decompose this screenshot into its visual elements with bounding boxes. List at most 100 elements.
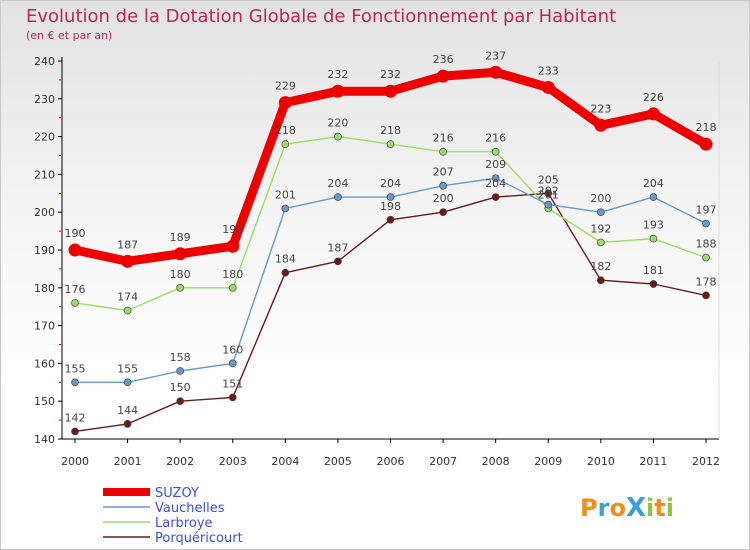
data-label: 198	[380, 200, 401, 213]
series-vauchelles	[71, 174, 710, 387]
y-tick-label: 170	[34, 320, 55, 333]
data-label: 223	[590, 102, 611, 115]
data-point	[491, 147, 500, 156]
data-label: 207	[433, 166, 454, 179]
data-label: 237	[485, 49, 506, 62]
logo-letter: X	[626, 493, 646, 523]
data-point	[226, 239, 240, 253]
data-label: 236	[433, 53, 454, 66]
data-point	[702, 291, 710, 300]
y-tick-label: 150	[34, 395, 55, 408]
data-label: 197	[696, 204, 717, 217]
x-tick-label: 2002	[166, 455, 194, 468]
data-point	[439, 147, 447, 156]
x-tick-label: 2001	[114, 455, 142, 468]
data-point	[71, 427, 79, 436]
data-label: 144	[117, 404, 138, 417]
data-point	[489, 65, 503, 79]
data-label: 181	[643, 264, 664, 277]
series-porquéricourt	[71, 189, 710, 436]
series-lines	[68, 65, 713, 436]
data-label: 188	[696, 238, 717, 251]
data-point	[491, 193, 500, 201]
logo-letter: P	[580, 494, 598, 522]
data-point	[334, 193, 342, 201]
data-label: 233	[538, 64, 559, 77]
data-label: 155	[65, 362, 86, 375]
data-point	[649, 193, 658, 201]
data-label: 193	[643, 219, 664, 232]
legend-label: Vauchelles	[155, 501, 225, 516]
x-tick-label: 2005	[324, 455, 352, 468]
data-label: 184	[275, 253, 296, 266]
data-point	[176, 283, 185, 292]
data-point	[121, 254, 135, 268]
y-tick-label: 160	[34, 357, 55, 370]
legend-label: SUZOY	[155, 486, 199, 501]
x-tick-label: 2008	[482, 455, 510, 468]
chart-title: Evolution de la Dotation Globale de Fonc…	[26, 6, 616, 27]
data-point	[176, 367, 185, 375]
x-tick-label: 2007	[429, 455, 457, 468]
data-label: 204	[380, 177, 401, 190]
data-label: 189	[170, 231, 191, 244]
data-point	[173, 247, 187, 261]
data-point	[702, 253, 710, 262]
data-label: 174	[117, 290, 138, 303]
data-point	[646, 107, 660, 121]
proxiti-logo: ProXiti	[580, 493, 674, 523]
data-label: 160	[222, 343, 243, 356]
data-point	[71, 299, 79, 307]
data-label: 202	[538, 185, 559, 198]
data-label: 201	[275, 188, 296, 201]
data-label: 218	[275, 124, 296, 137]
data-label: 232	[327, 68, 348, 81]
x-tick-label: 2006	[377, 455, 405, 468]
data-point	[123, 378, 132, 387]
data-label: 158	[170, 351, 191, 364]
logo-letter: r	[598, 494, 610, 522]
data-labels: 190 187 189 191 229 232 232 236 237 233 223 226 218 1…	[65, 49, 717, 424]
data-label: 209	[485, 158, 506, 171]
series-line	[74, 192, 707, 433]
x-tick-label: 2000	[61, 455, 89, 468]
data-point	[702, 219, 710, 228]
data-label: 218	[380, 124, 401, 137]
data-label: 216	[433, 132, 454, 145]
data-point	[436, 69, 450, 83]
data-label: 229	[275, 80, 296, 93]
data-point	[594, 118, 608, 132]
data-label: 151	[222, 377, 243, 390]
series-larbroye	[71, 132, 710, 315]
data-label: 142	[65, 411, 86, 424]
y-tick-label: 220	[34, 131, 55, 144]
chart-subtitle: (en € et par an)	[26, 29, 112, 42]
logo-letter: t	[654, 494, 665, 522]
data-point	[123, 420, 132, 428]
data-label: 155	[117, 362, 138, 375]
data-point	[649, 234, 658, 243]
series-suzoy	[68, 65, 713, 268]
data-label: 178	[696, 275, 717, 288]
data-label: 191	[222, 223, 243, 236]
data-point	[281, 268, 290, 277]
y-tick-label: 230	[34, 93, 55, 106]
data-label: 216	[485, 132, 506, 145]
x-tick-label: 2009	[534, 455, 562, 468]
data-point	[386, 215, 395, 224]
data-point	[281, 204, 290, 213]
data-label: 190	[65, 227, 86, 240]
data-label: 204	[643, 177, 664, 190]
y-tick-label: 200	[34, 206, 55, 219]
data-label: 204	[485, 177, 506, 190]
data-label: 192	[590, 222, 611, 235]
data-point	[649, 280, 658, 288]
y-tick-label: 240	[34, 55, 55, 68]
data-label: 180	[222, 268, 243, 281]
axes: 140 150 160 170 180 190 200 210 220 230 240 2000 200…	[34, 55, 720, 468]
data-label: 182	[590, 260, 611, 273]
x-tick-label: 2011	[639, 455, 667, 468]
data-label: 232	[380, 68, 401, 81]
